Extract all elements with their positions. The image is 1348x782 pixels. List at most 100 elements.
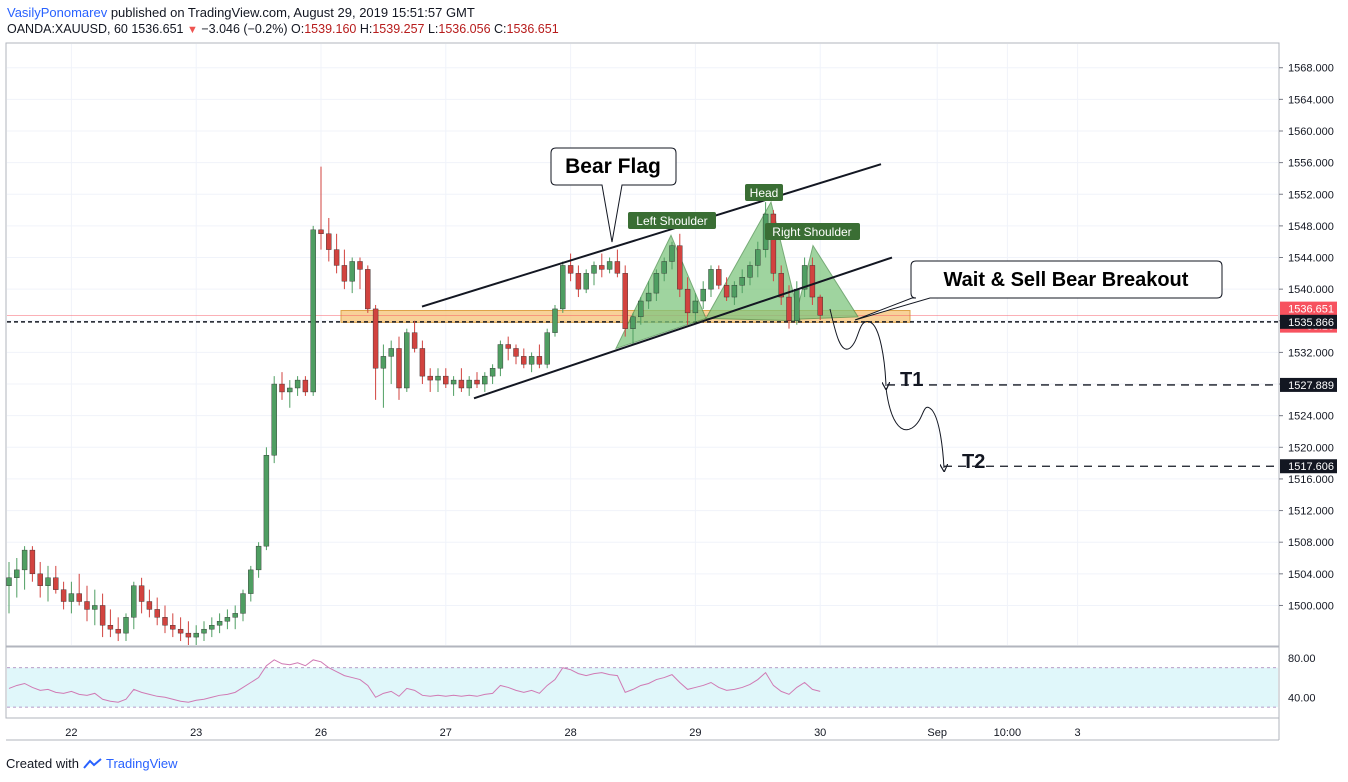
candle-body — [513, 348, 519, 357]
candle-body — [528, 356, 535, 365]
candle-body — [279, 383, 285, 393]
symbol-name[interactable]: OANDA:XAUUSD, 60 — [7, 22, 128, 36]
candle-body — [248, 569, 254, 594]
x-tick-label: 26 — [315, 727, 327, 739]
y-tick-label: 1540.000 — [1288, 284, 1334, 296]
candle-body — [232, 613, 238, 618]
close-label: C: — [494, 22, 507, 36]
left-shoulder-triangle — [615, 234, 707, 350]
candle-body — [404, 332, 410, 389]
candle-body — [466, 379, 472, 389]
x-tick-label: 30 — [814, 727, 826, 739]
candle-body — [669, 245, 675, 262]
tradingview-brand-link[interactable]: TradingView — [106, 756, 178, 771]
candle-body — [326, 233, 332, 250]
price-pane[interactable] — [5, 42, 1280, 647]
channel-upper-line — [421, 163, 882, 308]
y-tick-label: 1544.000 — [1288, 253, 1334, 265]
candle-body — [661, 261, 667, 274]
candle-body — [294, 379, 301, 389]
price-tag-level: 1517.606 — [1280, 459, 1337, 474]
open-label: O: — [291, 22, 305, 36]
candle-body — [396, 348, 402, 389]
annotation-tag-bg — [745, 184, 783, 201]
candle-body — [6, 577, 12, 586]
y-tick-label: 1508.000 — [1288, 537, 1334, 549]
y-tick-label: 1520.000 — [1288, 442, 1334, 454]
wait-sell-callout[interactable]: Wait & Sell Bear Breakout — [854, 260, 1223, 321]
open-value: 1539.160 — [304, 22, 357, 36]
x-tick-label: 10:00 — [994, 727, 1022, 739]
candle-body — [599, 265, 605, 270]
x-tick-label: 28 — [564, 727, 576, 739]
candle-body — [443, 375, 449, 385]
rsi-tick-label: 80.00 — [1288, 653, 1316, 665]
candle-body — [544, 332, 550, 365]
price-tag-label: 1535.866 — [1288, 317, 1334, 329]
candle-body — [450, 379, 457, 385]
candle-body — [708, 269, 714, 290]
candle-body — [770, 213, 777, 274]
rsi-tick-label: 40.00 — [1288, 692, 1316, 704]
candle-body — [193, 632, 199, 638]
price-tag-label: 1536.651 — [1288, 304, 1334, 316]
head-label: Head — [750, 186, 779, 200]
x-tick-label: 23 — [190, 727, 202, 739]
y-tick-label: 1568.000 — [1288, 63, 1334, 75]
candle-body — [177, 628, 184, 634]
y-tick-label: 1500.000 — [1288, 600, 1334, 612]
x-tick-label: 3 — [1075, 727, 1081, 739]
target-t2-label: T2 — [962, 451, 985, 473]
price-tag-bg — [1280, 459, 1337, 474]
y-tick-label: 1516.000 — [1288, 474, 1334, 486]
right-shoulder-label: Right Shoulder — [772, 225, 851, 239]
y-tick-label: 1564.000 — [1288, 94, 1334, 106]
bear-flag-callout[interactable]: Bear Flag — [550, 147, 677, 243]
candle-body — [622, 273, 628, 329]
y-tick-label: 1524.000 — [1288, 411, 1334, 423]
candle-body — [614, 261, 621, 274]
rsi-band — [7, 667, 1278, 708]
created-with-text: Created with — [6, 756, 79, 771]
y-tick-label: 1512.000 — [1288, 506, 1334, 518]
candle-body — [287, 387, 293, 393]
candle-body — [333, 249, 340, 266]
candle-body — [521, 356, 527, 365]
candle-body — [638, 300, 644, 318]
candle-body — [684, 288, 691, 314]
candle-body — [567, 265, 574, 274]
candle-body — [240, 593, 246, 614]
right-shoulder-tag[interactable]: Right Shoulder — [765, 223, 860, 240]
candle-body — [809, 265, 816, 298]
price-tag-level: 1527.889 — [1280, 377, 1337, 392]
candle-body — [185, 632, 192, 638]
price-tag-bg — [1280, 301, 1337, 316]
candle-body — [68, 593, 75, 602]
head-tag[interactable]: Head — [745, 184, 783, 201]
candle-body — [14, 569, 20, 578]
y-tick-label: 1552.000 — [1288, 189, 1334, 201]
candle-body — [29, 549, 36, 575]
candle-body — [435, 375, 441, 381]
price-tag-label: 1527.889 — [1288, 380, 1334, 392]
price-tag-last: 1536.651 — [1280, 301, 1337, 316]
candle-body — [489, 368, 496, 377]
candle-body — [458, 379, 465, 389]
candle-body — [692, 300, 699, 314]
candle-body — [37, 573, 43, 586]
candle-body — [146, 601, 153, 610]
left-shoulder-label: Left Shoulder — [636, 214, 707, 228]
candle-body — [341, 265, 348, 282]
candle-body — [716, 269, 722, 286]
annotation-tag-bg — [765, 223, 860, 240]
candle-body — [560, 265, 566, 310]
annotation-tag-bg — [628, 212, 716, 229]
symbol-legend: OANDA:XAUUSD, 60 1536.651 ▼ −3.046 (−0.2… — [7, 22, 559, 36]
author-link[interactable]: VasilyPonomarev — [7, 5, 108, 20]
left-shoulder-tag[interactable]: Left Shoulder — [628, 212, 716, 229]
candle-body — [99, 605, 106, 626]
candle-body — [583, 273, 589, 290]
candle-body — [723, 284, 730, 298]
candle-body — [76, 593, 82, 602]
